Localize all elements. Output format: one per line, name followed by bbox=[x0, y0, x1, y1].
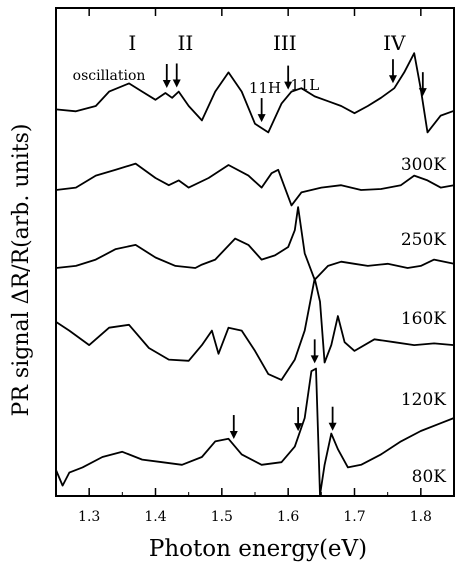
arrow-head bbox=[162, 80, 171, 88]
annotation-11L: 11L bbox=[290, 76, 319, 94]
region-label-IV: IV bbox=[383, 31, 406, 55]
annotation-oscillation: oscillation bbox=[73, 68, 146, 84]
arrow-marker-10 bbox=[328, 406, 337, 431]
temperature-label-160K: 160K bbox=[401, 309, 446, 329]
temperature-label-300K: 300K bbox=[401, 155, 446, 175]
x-tick-label: 1.6 bbox=[277, 509, 299, 525]
annotations-group: oscillation 11H 11L bbox=[73, 68, 320, 97]
arrow-marker-8 bbox=[294, 407, 303, 432]
series-120K-line bbox=[55, 277, 455, 381]
arrow-marker-2 bbox=[172, 63, 181, 88]
arrow-marker-1 bbox=[162, 64, 171, 88]
series-250K-line bbox=[55, 162, 455, 207]
arrow-marker-7 bbox=[229, 415, 238, 440]
x-tick-label: 1.3 bbox=[78, 509, 100, 525]
arrow-marker-6 bbox=[418, 72, 427, 97]
arrow-head bbox=[388, 75, 397, 84]
arrow-marker-4 bbox=[284, 65, 293, 90]
arrow-marker-3 bbox=[257, 98, 266, 123]
x-tick-label: 1.8 bbox=[410, 509, 432, 525]
x-ticks-group: 1.3 1.4 1.5 1.6 1.7 1.8 bbox=[78, 8, 432, 525]
arrow-head bbox=[257, 114, 266, 123]
temperature-labels-group: 300K 250K 160K 120K 80K bbox=[401, 155, 446, 487]
temperature-label-80K: 80K bbox=[412, 467, 447, 487]
arrow-head bbox=[294, 423, 303, 432]
temperature-label-120K: 120K bbox=[401, 390, 446, 410]
y-axis-label: PR signal ΔR/R(arb. units) bbox=[9, 124, 34, 417]
arrow-head bbox=[328, 422, 337, 431]
region-label-III: III bbox=[273, 31, 297, 55]
arrows-group bbox=[162, 59, 427, 440]
arrow-head bbox=[284, 81, 293, 90]
arrow-marker-5 bbox=[388, 59, 397, 84]
temperature-label-250K: 250K bbox=[401, 230, 446, 250]
series-80K-line bbox=[55, 367, 455, 496]
region-label-II: II bbox=[177, 31, 193, 55]
series-160K-line bbox=[55, 206, 455, 281]
series-300K-line bbox=[55, 52, 455, 134]
region-labels-group: I II III IV bbox=[128, 31, 406, 55]
arrow-head bbox=[418, 88, 427, 97]
curves-group bbox=[55, 52, 455, 496]
x-tick-label: 1.5 bbox=[211, 509, 233, 525]
x-tick-label: 1.7 bbox=[343, 509, 365, 525]
arrow-head bbox=[310, 355, 319, 364]
arrow-head bbox=[172, 79, 181, 88]
arrow-marker-9 bbox=[310, 339, 319, 364]
arrow-head bbox=[229, 431, 238, 440]
x-axis-label: Photon energy(eV) bbox=[149, 536, 367, 562]
region-label-I: I bbox=[128, 31, 136, 55]
x-tick-label: 1.4 bbox=[144, 509, 166, 525]
annotation-11H: 11H bbox=[249, 79, 281, 97]
